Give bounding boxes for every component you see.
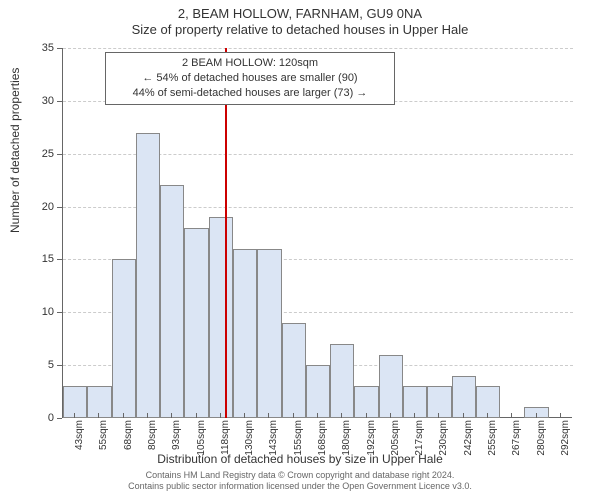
footer-line1: Contains HM Land Registry data © Crown c…: [0, 470, 600, 481]
xtick-mark: [463, 413, 464, 418]
bar: [160, 185, 184, 418]
xtick-mark: [560, 413, 561, 418]
bar: [403, 386, 427, 418]
bar: [282, 323, 306, 418]
bar: [427, 386, 451, 418]
bar: [379, 355, 403, 418]
chart-title-line2: Size of property relative to detached ho…: [0, 22, 600, 37]
xtick-mark: [511, 413, 512, 418]
bar: [354, 386, 378, 418]
ytick-label: 0: [24, 412, 54, 424]
bar: [87, 386, 111, 418]
chart-title-line1: 2, BEAM HOLLOW, FARNHAM, GU9 0NA: [0, 6, 600, 21]
bar: [136, 133, 160, 418]
annotation-line1: 2 BEAM HOLLOW: 120sqm: [112, 56, 388, 71]
xtick-mark: [123, 413, 124, 418]
ytick-label: 25: [24, 148, 54, 160]
xtick-mark: [390, 413, 391, 418]
xtick-mark: [244, 413, 245, 418]
annotation-line3: 44% of semi-detached houses are larger (…: [112, 86, 388, 101]
annotation-line2: ← 54% of detached houses are smaller (90…: [112, 71, 388, 86]
xtick-mark: [268, 413, 269, 418]
xtick-mark: [220, 413, 221, 418]
ytick-label: 15: [24, 253, 54, 265]
ytick-mark: [57, 418, 62, 419]
xtick-mark: [536, 413, 537, 418]
bar: [184, 228, 208, 418]
y-axis-label: Number of detached properties: [8, 68, 22, 233]
xtick-mark: [147, 413, 148, 418]
xtick-mark: [438, 413, 439, 418]
bar: [112, 259, 136, 418]
xtick-mark: [341, 413, 342, 418]
xtick-mark: [98, 413, 99, 418]
ytick-label: 5: [24, 359, 54, 371]
ytick-label: 30: [24, 95, 54, 107]
bar: [330, 344, 354, 418]
footer-line2: Contains public sector information licen…: [0, 481, 600, 492]
bar: [63, 386, 87, 418]
bar: [233, 249, 257, 418]
xtick-mark: [487, 413, 488, 418]
footer-attribution: Contains HM Land Registry data © Crown c…: [0, 470, 600, 493]
xtick-mark: [317, 413, 318, 418]
ytick-label: 35: [24, 42, 54, 54]
xtick-mark: [293, 413, 294, 418]
ytick-label: 20: [24, 201, 54, 213]
xtick-mark: [414, 413, 415, 418]
bar: [452, 376, 476, 418]
bar: [257, 249, 281, 418]
bar: [306, 365, 330, 418]
xtick-mark: [196, 413, 197, 418]
xtick-mark: [171, 413, 172, 418]
annotation-box: 2 BEAM HOLLOW: 120sqm ← 54% of detached …: [105, 52, 395, 105]
chart-container: 2, BEAM HOLLOW, FARNHAM, GU9 0NA Size of…: [0, 0, 600, 500]
xtick-mark: [366, 413, 367, 418]
xtick-mark: [74, 413, 75, 418]
bar: [209, 217, 233, 418]
ytick-label: 10: [24, 306, 54, 318]
x-axis-label: Distribution of detached houses by size …: [0, 452, 600, 466]
bar: [524, 407, 548, 418]
